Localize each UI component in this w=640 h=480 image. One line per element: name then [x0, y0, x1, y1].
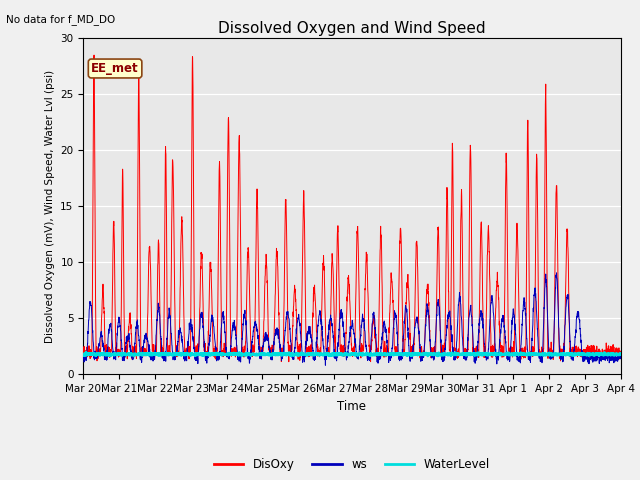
- Text: EE_met: EE_met: [92, 62, 139, 75]
- Text: No data for f_MD_DO: No data for f_MD_DO: [6, 14, 116, 25]
- X-axis label: Time: Time: [337, 400, 367, 413]
- Y-axis label: Dissolved Oxygen (mV), Wind Speed, Water Lvl (psi): Dissolved Oxygen (mV), Wind Speed, Water…: [45, 70, 54, 343]
- Legend: DisOxy, ws, WaterLevel: DisOxy, ws, WaterLevel: [209, 454, 495, 476]
- Title: Dissolved Oxygen and Wind Speed: Dissolved Oxygen and Wind Speed: [218, 21, 486, 36]
